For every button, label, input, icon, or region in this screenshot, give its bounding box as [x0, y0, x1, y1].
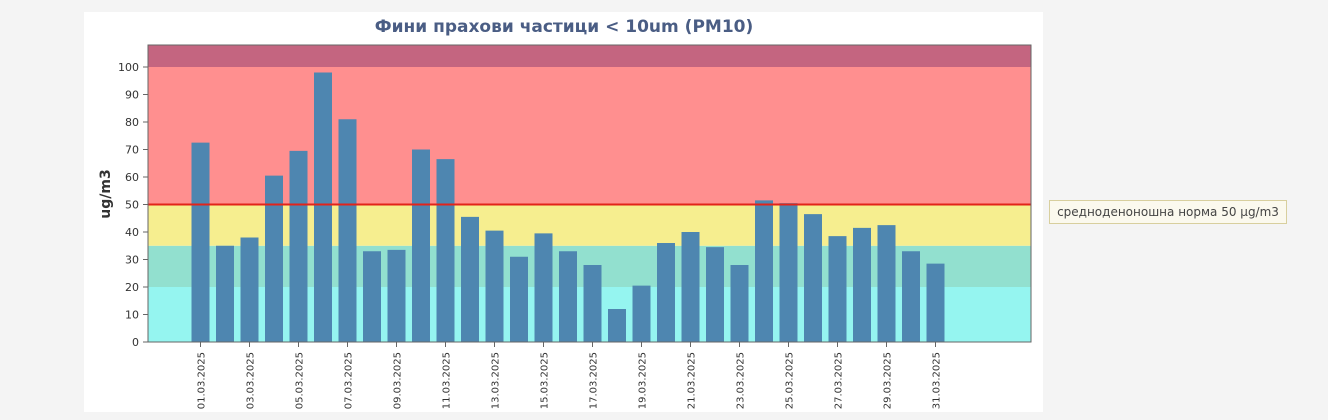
bar — [191, 142, 210, 342]
y-tick-label: 90 — [125, 89, 139, 102]
bar — [779, 203, 798, 342]
x-tick-label: 29.03.2025 — [883, 352, 894, 409]
bar — [240, 237, 259, 342]
pm10-chart: Фини прахови частици < 10um (PM10) ug/m3… — [98, 17, 1032, 409]
y-tick-label: 20 — [125, 281, 139, 294]
bar — [216, 245, 234, 342]
x-tick-label: 01.03.2025 — [197, 352, 208, 409]
x-tick-label: 07.03.2025 — [344, 352, 355, 409]
bar — [926, 263, 945, 342]
x-tick-label: 09.03.2025 — [393, 352, 404, 409]
bar — [412, 149, 430, 342]
x-tick-label: 23.03.2025 — [736, 352, 747, 409]
bar — [583, 265, 602, 342]
bar — [387, 249, 406, 342]
bar — [559, 251, 577, 342]
x-tick-label: 27.03.2025 — [834, 352, 845, 409]
axes — [147, 44, 1032, 343]
bar — [338, 119, 357, 342]
plot-frame — [147, 44, 1032, 343]
x-ticks: 01.03.2025 03.03.2025 05.03.2025 07.03.2025… — [197, 342, 943, 409]
chart-panel: Фини прахови частици < 10um (PM10) ug/m3… — [84, 12, 1043, 412]
bar — [730, 265, 749, 342]
y-tick-label: 60 — [125, 171, 139, 184]
bar — [608, 309, 626, 342]
x-tick-label: 15.03.2025 — [540, 352, 551, 409]
x-tick-label: 19.03.2025 — [638, 352, 649, 409]
x-tick-label: 21.03.2025 — [687, 352, 698, 409]
band-4 — [148, 45, 1031, 67]
bar — [853, 227, 871, 342]
bar — [681, 232, 700, 342]
y-tick-label: 100 — [118, 61, 139, 74]
bar — [265, 175, 283, 342]
bar — [510, 256, 528, 342]
y-tick-label: 70 — [125, 144, 139, 157]
bar — [706, 247, 724, 342]
y-axis-label: ug/m3 — [98, 169, 114, 218]
norm-legend: средноденоношна норма 50 µg/m3 — [1049, 200, 1287, 224]
bar — [755, 200, 773, 342]
bar — [877, 225, 896, 342]
x-tick-label: 17.03.2025 — [589, 352, 600, 409]
x-tick-label: 13.03.2025 — [491, 352, 502, 409]
bar — [534, 233, 553, 342]
y-tick-label: 40 — [125, 226, 139, 239]
x-tick-label: 05.03.2025 — [295, 352, 306, 409]
y-tick-label: 0 — [132, 336, 139, 349]
bar — [485, 230, 504, 342]
bar — [289, 150, 308, 342]
bars — [191, 72, 945, 342]
x-tick-label: 03.03.2025 — [246, 352, 257, 409]
bar — [632, 285, 651, 342]
y-ticks: 0 10 20 30 40 50 60 70 80 90 100 — [118, 61, 148, 349]
x-tick-label: 11.03.2025 — [442, 352, 453, 409]
x-tick-label: 31.03.2025 — [932, 352, 943, 409]
bar — [314, 72, 332, 342]
x-tick-label: 25.03.2025 — [785, 352, 796, 409]
y-tick-label: 10 — [125, 309, 139, 322]
y-tick-label: 30 — [125, 254, 139, 267]
bar — [657, 243, 675, 342]
bar — [363, 251, 381, 342]
bar — [804, 214, 822, 342]
y-tick-label: 50 — [125, 199, 139, 212]
chart-title: Фини прахови частици < 10um (PM10) — [375, 17, 754, 37]
bar — [461, 216, 479, 342]
bar — [828, 236, 847, 342]
y-tick-label: 80 — [125, 116, 139, 129]
bar — [436, 159, 455, 342]
bar — [902, 251, 920, 342]
